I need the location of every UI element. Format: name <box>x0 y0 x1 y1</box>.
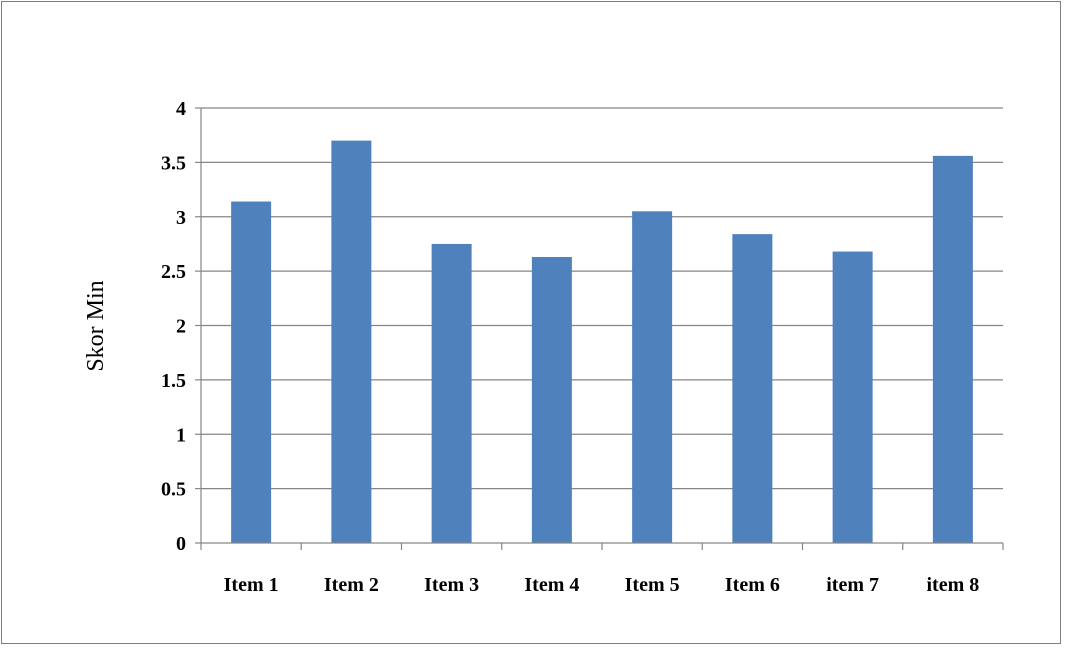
y-axis-title: Skor Min <box>83 280 109 371</box>
y-tick-label: 3.5 <box>161 152 186 174</box>
y-tick-label: 2.5 <box>161 261 186 283</box>
bar <box>231 201 272 543</box>
y-tick-label: 0.5 <box>161 479 186 501</box>
y-tick-label: 3 <box>176 207 186 229</box>
y-tick-label: 4 <box>176 98 186 120</box>
y-tick-label: 1 <box>176 424 186 446</box>
gridlines <box>201 107 1003 490</box>
bar <box>632 211 673 543</box>
bar <box>531 256 572 543</box>
x-tick-label: item 7 <box>826 574 879 596</box>
y-tick-label: 0 <box>176 533 186 555</box>
x-tick-label: Item 5 <box>625 574 680 596</box>
y-tick-label: 2 <box>176 316 186 338</box>
bar <box>331 140 372 543</box>
x-tick-labels: Item 1 Item 2 Item 3 Item 4 Item 5 Item 6 item… <box>224 574 980 596</box>
x-tick-label: Item 2 <box>324 574 379 596</box>
bar <box>832 251 873 544</box>
x-tick-label: Item 1 <box>224 574 279 596</box>
x-tick-label: Item 6 <box>725 574 780 596</box>
bar <box>732 234 773 543</box>
x-tick-label: Item 4 <box>524 574 579 596</box>
x-tick-label: Item 3 <box>424 574 479 596</box>
y-tick-labels: 0 0.5 1 1.5 2 2.5 3 3.5 4 <box>161 98 186 555</box>
axes <box>195 107 1004 550</box>
bar-series <box>231 140 973 544</box>
bar <box>431 243 472 543</box>
y-tick-label: 1.5 <box>161 370 186 392</box>
x-tick-label: item 8 <box>926 574 979 596</box>
bar <box>932 155 973 543</box>
